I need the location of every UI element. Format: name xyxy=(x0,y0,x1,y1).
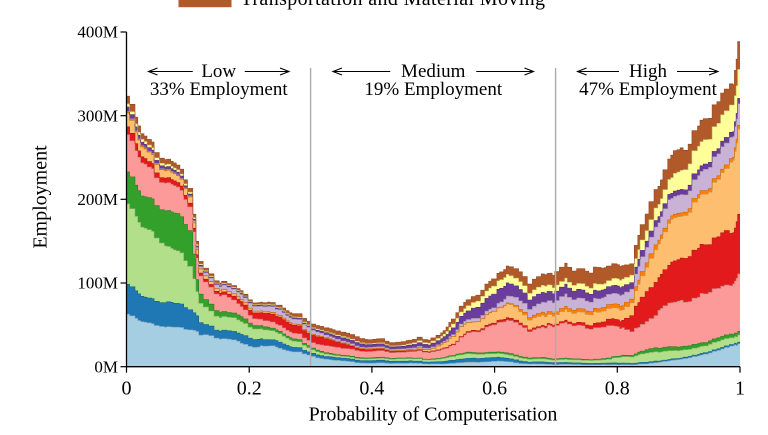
svg-text:47% Employment: 47% Employment xyxy=(579,79,717,100)
svg-text:300M: 300M xyxy=(77,106,118,125)
svg-text:High: High xyxy=(629,61,668,82)
svg-text:Employment: Employment xyxy=(30,145,52,249)
svg-text:Probability of Computerisation: Probability of Computerisation xyxy=(309,404,558,426)
svg-text:0.4: 0.4 xyxy=(359,378,384,400)
svg-text:0.2: 0.2 xyxy=(237,378,262,400)
svg-text:0: 0 xyxy=(122,378,132,400)
svg-text:Low: Low xyxy=(201,61,236,82)
svg-text:400M: 400M xyxy=(77,23,118,42)
svg-text:0.6: 0.6 xyxy=(482,378,507,400)
svg-text:19% Employment: 19% Employment xyxy=(364,79,502,100)
svg-text:Transportation and Material Mo: Transportation and Material Moving xyxy=(241,0,546,10)
svg-text:200M: 200M xyxy=(77,190,118,209)
svg-text:33% Employment: 33% Employment xyxy=(150,79,288,100)
svg-text:Medium: Medium xyxy=(401,61,466,82)
svg-text:0.8: 0.8 xyxy=(605,378,630,400)
svg-text:0M: 0M xyxy=(94,357,118,376)
svg-text:100M: 100M xyxy=(77,274,118,293)
svg-text:1: 1 xyxy=(735,378,745,400)
